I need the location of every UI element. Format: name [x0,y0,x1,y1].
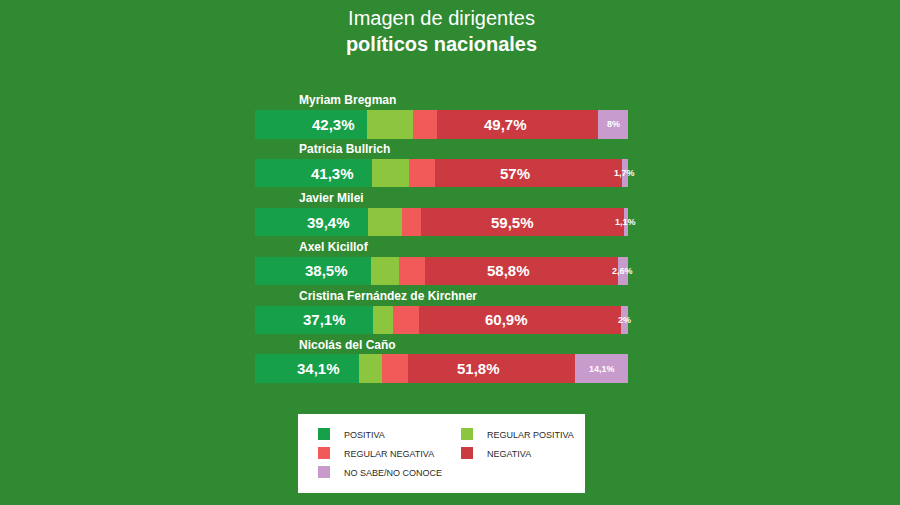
svg-text:59,5%: 59,5% [491,214,534,231]
svg-text:Patricia Bullrich: Patricia Bullrich [299,142,390,156]
svg-text:1,7%: 1,7% [614,168,635,178]
svg-text:Nicolás del Caño: Nicolás del Caño [299,338,396,352]
svg-text:34,1%: 34,1% [297,360,340,377]
svg-text:POSITIVA: POSITIVA [344,430,385,440]
svg-text:2,6%: 2,6% [612,266,633,276]
svg-text:57%: 57% [500,165,530,182]
svg-text:8%: 8% [607,119,620,129]
svg-text:1,1%: 1,1% [615,217,636,227]
svg-text:41,3%: 41,3% [311,165,354,182]
svg-text:51,8%: 51,8% [457,360,500,377]
svg-text:39,4%: 39,4% [307,214,350,231]
svg-text:14,1%: 14,1% [589,364,615,374]
svg-text:Axel Kicillof: Axel Kicillof [299,240,369,254]
svg-text:REGULAR POSITIVA: REGULAR POSITIVA [487,430,574,440]
svg-text:37,1%: 37,1% [303,311,346,328]
svg-text:60,9%: 60,9% [485,311,528,328]
svg-text:NEGATIVA: NEGATIVA [487,449,531,459]
svg-text:58,8%: 58,8% [487,262,530,279]
svg-text:Cristina Fernández de Kirchner: Cristina Fernández de Kirchner [299,289,477,303]
svg-text:Myriam Bregman: Myriam Bregman [299,93,396,107]
svg-text:NO SABE/NO CONOCE: NO SABE/NO CONOCE [344,468,442,478]
svg-text:38,5%: 38,5% [305,262,348,279]
svg-text:49,7%: 49,7% [484,116,527,133]
svg-text:Imagen de dirigentespolíticos: Imagen de dirigentespolíticos nacionales [346,7,537,55]
svg-text:Javier Milei: Javier Milei [299,191,364,205]
svg-text:42,3%: 42,3% [312,116,355,133]
svg-text:REGULAR NEGATIVA: REGULAR NEGATIVA [344,449,434,459]
svg-text:2%: 2% [618,315,631,325]
